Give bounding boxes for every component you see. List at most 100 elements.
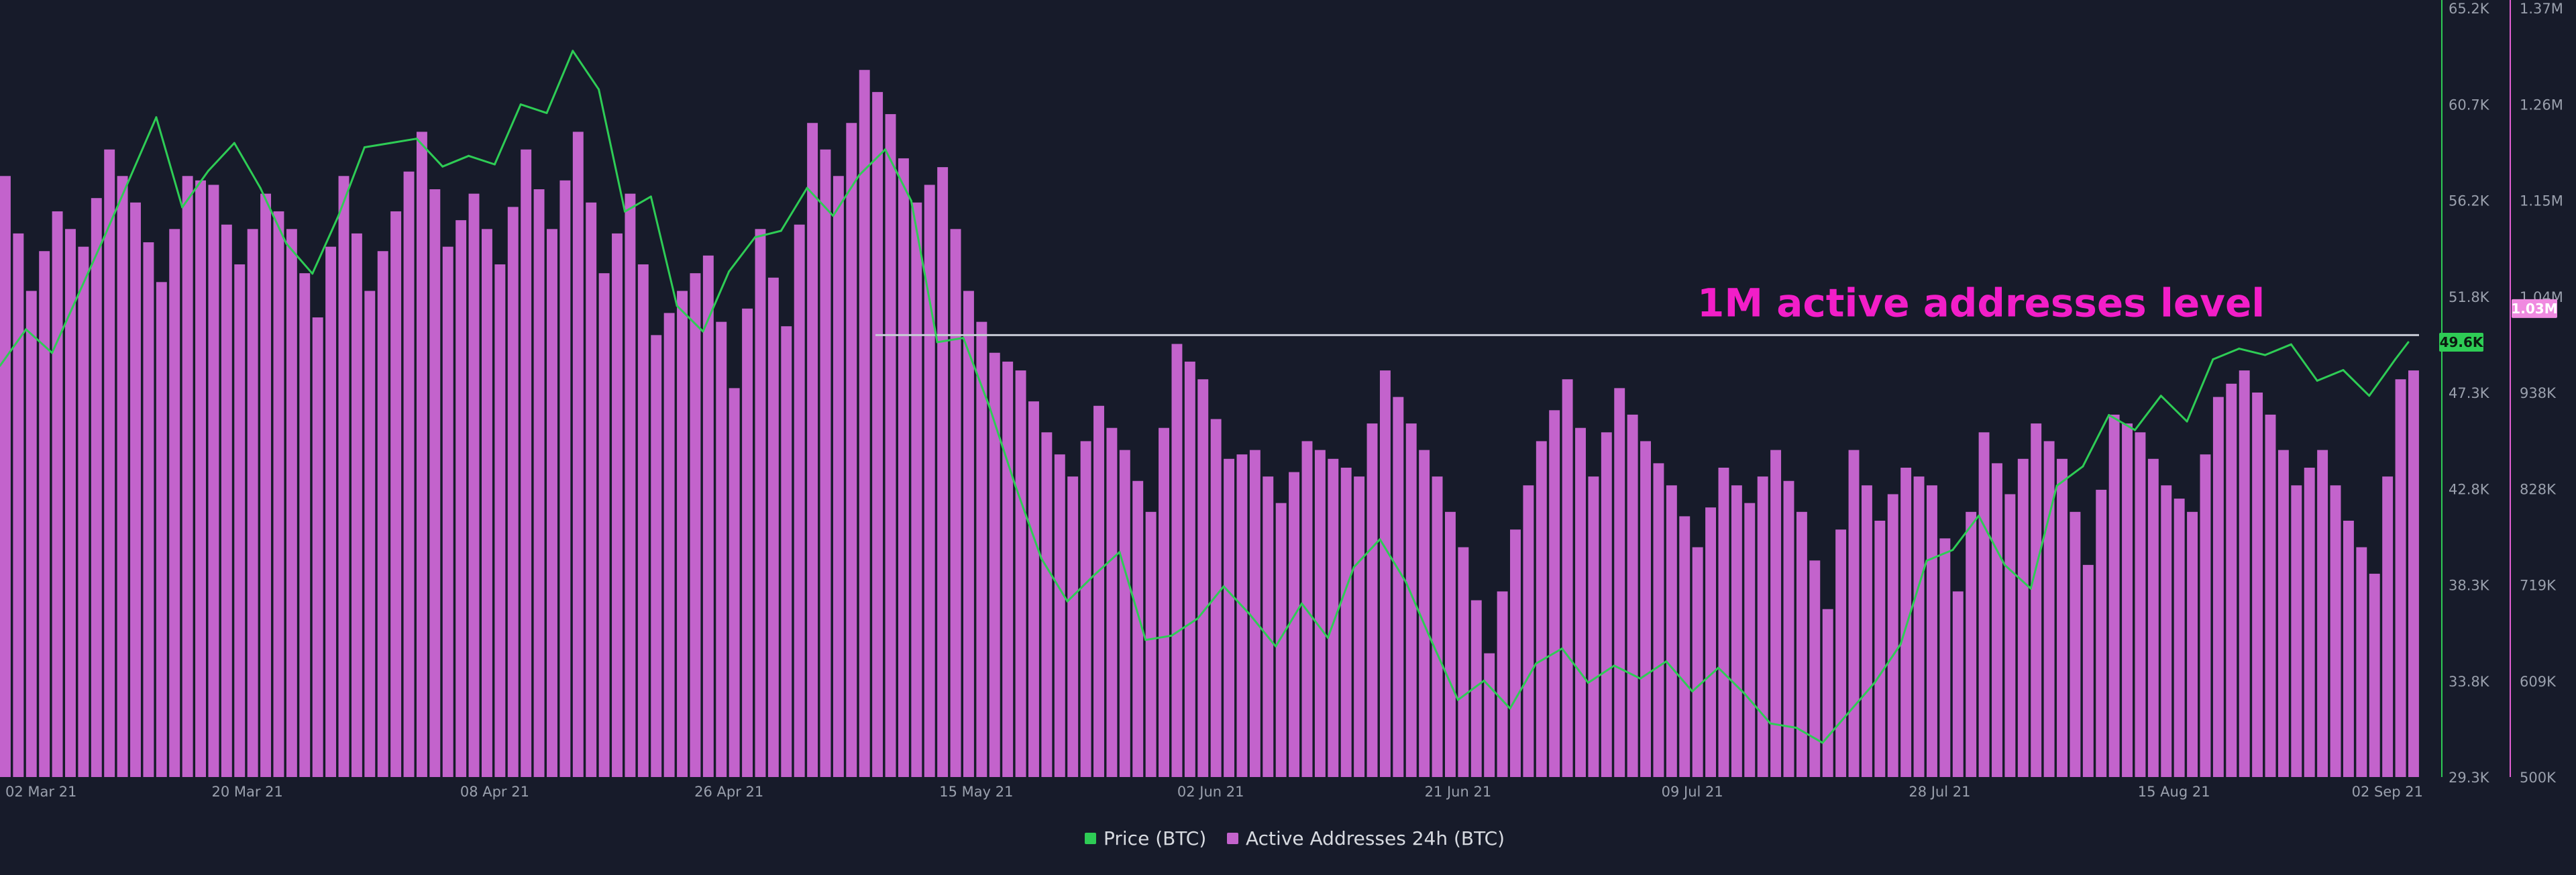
address-bar: [702, 255, 714, 778]
address-bar: [885, 114, 896, 777]
bars-layer: [0, 70, 2419, 778]
address-bar: [1263, 476, 1274, 777]
address-bar: [2317, 450, 2328, 777]
address-bar: [13, 233, 24, 777]
address-bar: [716, 321, 727, 777]
x-tick-label: 02 Sep 21: [2352, 784, 2423, 800]
address-bar: [429, 189, 441, 777]
address-bar: [1874, 521, 1886, 777]
price-point: [363, 146, 366, 148]
address-bar: [1340, 467, 1352, 777]
address-bar: [1770, 450, 1782, 777]
address-bar: [1002, 361, 1014, 777]
price-tick-label: 56.2K: [2449, 193, 2490, 209]
address-bar: [1562, 379, 1573, 777]
address-bar: [651, 335, 662, 777]
price-tick-label: 33.8K: [2449, 674, 2490, 690]
address-bar: [846, 123, 857, 778]
price-point: [1561, 648, 1564, 650]
price-point: [676, 305, 678, 307]
addresses-tick-label: 828K: [2520, 481, 2557, 497]
legend: Price (BTC) Active Addresses 24h (BTC): [1085, 827, 1505, 850]
price-tick-label: 60.7K: [2449, 97, 2490, 113]
address-bar: [1809, 560, 1821, 777]
price-point: [2394, 358, 2397, 360]
address-bar: [286, 229, 297, 777]
price-point: [598, 88, 600, 91]
address-bar: [1067, 476, 1079, 777]
address-bar: [247, 229, 258, 777]
address-bar: [2161, 485, 2172, 777]
address-bar: [1796, 511, 1807, 777]
price-tick-label: 47.3K: [2449, 385, 2490, 401]
legend-label-addresses: Active Addresses 24h (BTC): [1246, 827, 1505, 850]
address-bar: [547, 229, 557, 777]
price-point: [1118, 551, 1121, 554]
address-bar: [1393, 397, 1404, 777]
price-line: [0, 50, 2410, 744]
address-bar: [2096, 489, 2107, 777]
address-bar: [1601, 432, 1612, 777]
address-bar: [1692, 547, 1703, 777]
x-tick-label: 02 Jun 21: [1177, 784, 1244, 800]
address-bar: [325, 246, 337, 777]
price-point: [311, 272, 314, 275]
price-point: [936, 341, 938, 344]
address-bar: [2382, 476, 2394, 777]
address-bar: [1405, 423, 1417, 777]
address-bar: [1419, 450, 1430, 777]
price-point: [2290, 343, 2292, 346]
address-bar: [807, 123, 818, 778]
address-bar: [130, 202, 141, 777]
price-point: [2134, 429, 2136, 431]
price-point: [2186, 420, 2188, 423]
price-point: [441, 165, 444, 168]
address-bar: [1028, 401, 1039, 777]
price-point: [649, 195, 652, 198]
address-bar: [1132, 480, 1144, 777]
address-bar: [195, 180, 206, 777]
price-point: [1509, 707, 1511, 710]
price-point: [1743, 692, 1746, 694]
price-tick-label: 65.2K: [2449, 1, 2490, 17]
address-bar: [1197, 379, 1209, 777]
address-bar: [586, 202, 597, 777]
address-bar: [2212, 397, 2224, 777]
address-bar: [143, 242, 154, 777]
price-point: [1899, 643, 1902, 646]
address-bar: [963, 291, 974, 777]
price-point: [1379, 538, 1381, 541]
reference-layer: 1M active addresses level: [875, 280, 2419, 336]
address-bar: [2108, 414, 2120, 777]
address-bar: [898, 158, 909, 777]
price-point: [1873, 682, 1876, 684]
address-bar: [1275, 503, 1287, 777]
price-point: [1196, 617, 1199, 620]
price-point: [1171, 634, 1173, 637]
price-point: [728, 270, 731, 273]
address-bar: [1913, 476, 1925, 777]
address-bar: [169, 229, 180, 777]
address-bar: [156, 282, 167, 778]
address-bar: [1679, 516, 1690, 777]
price-point: [2055, 484, 2058, 487]
address-bar: [677, 291, 688, 777]
x-tick-label: 09 Jul 21: [1662, 784, 1723, 800]
address-bar: [1159, 427, 1169, 777]
address-bar: [364, 291, 376, 777]
price-point: [76, 294, 79, 297]
addresses-tick-label: 1.15M: [2520, 193, 2563, 209]
price-point: [493, 163, 496, 166]
address-bar: [729, 388, 740, 777]
legend-swatch-price: [1085, 833, 1096, 844]
address-bar: [1614, 388, 1625, 777]
address-bar: [182, 176, 193, 777]
address-bar: [1328, 458, 1339, 777]
x-tick-label: 26 Apr 21: [694, 784, 763, 800]
address-bar: [1939, 538, 1951, 777]
address-bar: [767, 277, 779, 777]
price-tick-label: 29.3K: [2449, 770, 2490, 786]
price-point: [1301, 602, 1303, 605]
address-bar: [1119, 450, 1130, 777]
address-bar: [2356, 547, 2367, 777]
